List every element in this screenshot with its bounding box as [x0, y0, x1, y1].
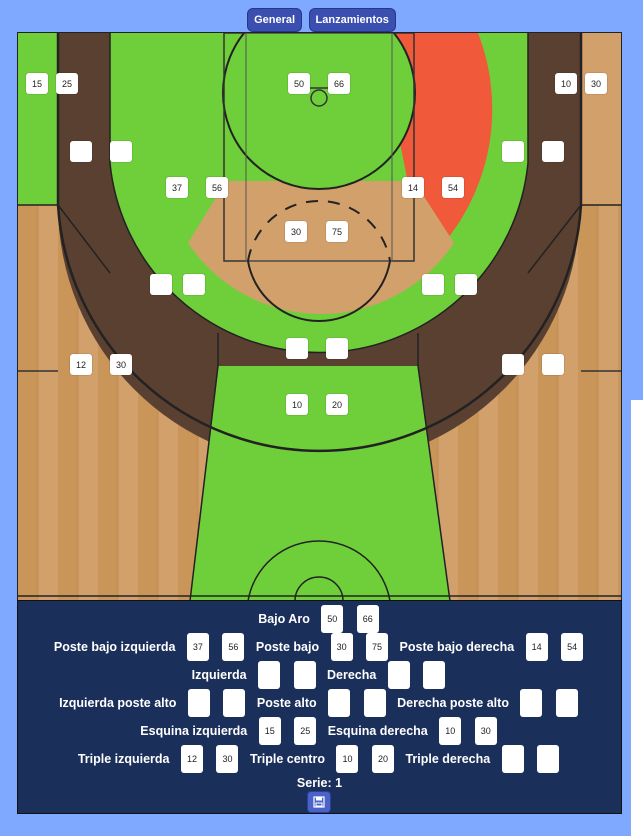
triple-centro-made-field[interactable]: 10 [336, 745, 359, 773]
esquina-der-made-field[interactable]: 10 [439, 717, 462, 745]
poste-alto-attempted-field[interactable] [363, 689, 386, 717]
triple-izq-made[interactable]: 12 [70, 354, 92, 375]
poste-alto-made-field[interactable] [328, 689, 351, 717]
corner-left-made[interactable]: 15 [26, 73, 48, 94]
row-bajo-aro: Bajo Aro 50 66 [18, 605, 621, 633]
poste-bajo-der-attempted[interactable]: 54 [442, 177, 464, 198]
der-poste-alto-attempted[interactable] [455, 274, 477, 295]
poste-bajo-der-made[interactable]: 14 [402, 177, 424, 198]
izq-poste-alto-attempted[interactable] [183, 274, 205, 295]
label-izq-poste-alto: Izquierda poste alto [59, 696, 177, 710]
triple-der-made[interactable] [502, 354, 524, 375]
triple-izq-made-field[interactable]: 12 [180, 745, 203, 773]
label-bajo-aro: Bajo Aro [258, 612, 310, 626]
poste-bajo-der-attempted-field[interactable]: 54 [561, 633, 584, 661]
label-triple-centro: Triple centro [249, 752, 325, 766]
triple-centro-made[interactable]: 10 [286, 394, 308, 415]
row-poste-bajo: Poste bajo izquierda 37 56 Poste bajo 30… [18, 633, 621, 661]
corner-right-attempted[interactable]: 30 [585, 73, 607, 94]
label-poste-bajo: Poste bajo [255, 640, 320, 654]
triple-izq-attempted[interactable]: 30 [110, 354, 132, 375]
save-icon [313, 796, 325, 808]
der-poste-alto-attempted-field[interactable] [555, 689, 578, 717]
row-poste-alto: Izquierda poste alto Poste alto Derecha … [18, 689, 621, 717]
poste-alto-made[interactable] [286, 338, 308, 359]
wing-left-attempted[interactable] [110, 141, 132, 162]
row-esquinas: Esquina izquierda 15 25 Esquina derecha … [18, 717, 621, 745]
row-serie: Serie: 1 [18, 775, 621, 790]
poste-alto-attempted[interactable] [326, 338, 348, 359]
corner-left-attempted[interactable]: 25 [56, 73, 78, 94]
label-poste-alto: Poste alto [256, 696, 317, 710]
triple-centro-attempted[interactable]: 20 [326, 394, 348, 415]
stats-panel: Bajo Aro 50 66 Poste bajo izquierda 37 5… [17, 600, 622, 814]
poste-bajo-made-field[interactable]: 30 [330, 633, 353, 661]
row-izq-der: Izquierda Derecha [18, 661, 621, 689]
poste-bajo-izq-attempted-field[interactable]: 56 [222, 633, 245, 661]
label-poste-bajo-izq: Poste bajo izquierda [53, 640, 176, 654]
label-esquina-izq: Esquina izquierda [140, 724, 248, 738]
der-poste-alto-made-field[interactable] [520, 689, 543, 717]
label-esquina-der: Esquina derecha [327, 724, 428, 738]
poste-bajo-der-made-field[interactable]: 14 [525, 633, 548, 661]
corner-right-made[interactable]: 10 [555, 73, 577, 94]
izquierda-attempted-field[interactable] [293, 661, 316, 689]
der-poste-alto-made[interactable] [422, 274, 444, 295]
wing-left-made[interactable] [70, 141, 92, 162]
label-triple-der: Triple derecha [405, 752, 491, 766]
esquina-izq-made-field[interactable]: 15 [258, 717, 281, 745]
triple-der-attempted-field[interactable] [537, 745, 560, 773]
tab-lanzamientos[interactable]: Lanzamientos [308, 8, 396, 32]
label-poste-bajo-der: Poste bajo derecha [399, 640, 515, 654]
serie-label: Serie: 1 [296, 775, 343, 790]
triple-der-attempted[interactable] [542, 354, 564, 375]
label-der-poste-alto: Derecha poste alto [397, 696, 509, 710]
triple-der-made-field[interactable] [501, 745, 524, 773]
esquina-der-attempted-field[interactable]: 30 [474, 717, 497, 745]
side-panel [631, 400, 643, 836]
derecha-attempted-field[interactable] [423, 661, 446, 689]
label-triple-izq: Triple izquierda [77, 752, 170, 766]
court-drawing [18, 33, 621, 601]
izq-poste-alto-attempted-field[interactable] [223, 689, 246, 717]
bajo-aro-attempted[interactable]: 66 [328, 73, 350, 94]
derecha-made-field[interactable] [387, 661, 410, 689]
bajo-aro-made[interactable]: 50 [288, 73, 310, 94]
izq-poste-alto-made-field[interactable] [187, 689, 210, 717]
court-shot-map: 15 25 10 30 50 66 37 56 14 54 30 75 12 3… [17, 32, 622, 602]
row-triples: Triple izquierda 12 30 Triple centro 10 … [18, 745, 621, 773]
poste-bajo-attempted-field[interactable]: 75 [366, 633, 389, 661]
tab-bar: General Lanzamientos [0, 8, 643, 32]
wing-right-made[interactable] [502, 141, 524, 162]
esquina-izq-attempted-field[interactable]: 25 [294, 717, 317, 745]
triple-izq-attempted-field[interactable]: 30 [216, 745, 239, 773]
poste-bajo-izq-attempted[interactable]: 56 [206, 177, 228, 198]
izq-poste-alto-made[interactable] [150, 274, 172, 295]
poste-bajo-attempted[interactable]: 75 [326, 221, 348, 242]
poste-bajo-izq-made[interactable]: 37 [166, 177, 188, 198]
save-button[interactable] [307, 791, 331, 813]
wing-right-attempted[interactable] [542, 141, 564, 162]
bajo-aro-made-field[interactable]: 50 [321, 605, 344, 633]
izquierda-made-field[interactable] [258, 661, 281, 689]
triple-centro-attempted-field[interactable]: 20 [371, 745, 394, 773]
label-derecha: Derecha [327, 668, 377, 682]
tab-general[interactable]: General [247, 8, 303, 32]
poste-bajo-izq-made-field[interactable]: 37 [186, 633, 209, 661]
poste-bajo-made[interactable]: 30 [285, 221, 307, 242]
label-izquierda: Izquierda [191, 668, 247, 682]
bajo-aro-attempted-field[interactable]: 66 [356, 605, 379, 633]
